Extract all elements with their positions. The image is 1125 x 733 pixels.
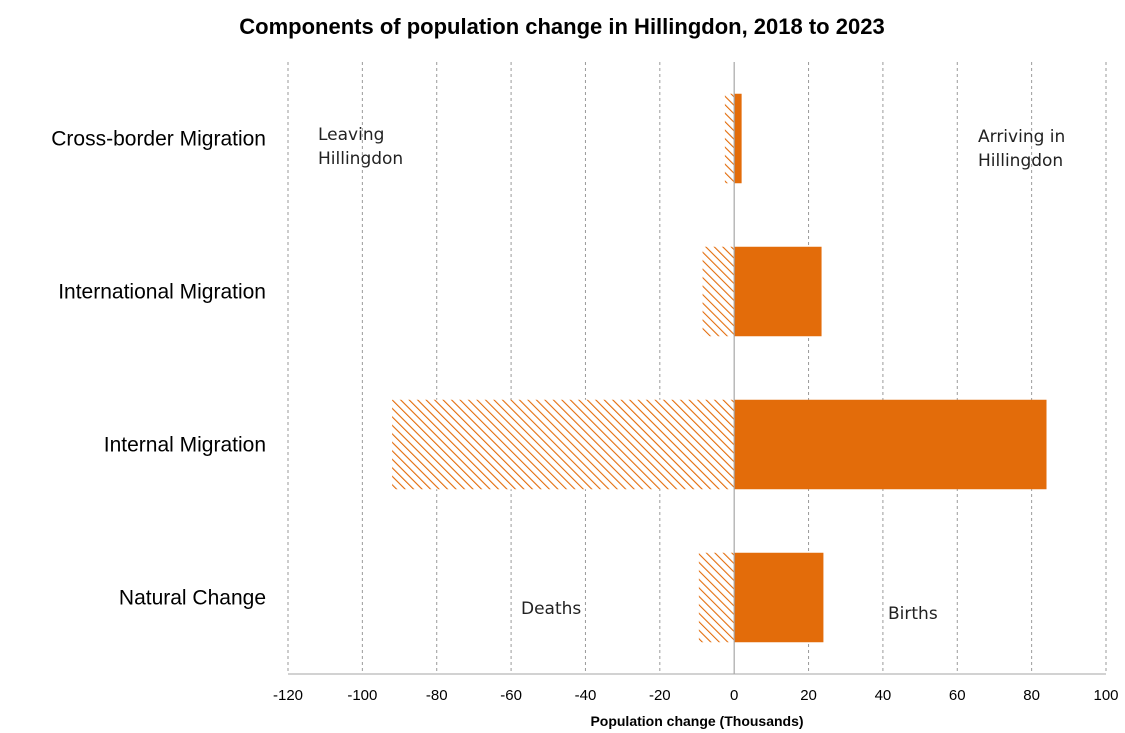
annotation-deaths: Deaths [521, 599, 581, 619]
category-labels: Cross-border Migration International Migr… [51, 128, 266, 610]
chart-title: Components of population change in Hilli… [239, 14, 884, 39]
x-tick-label: 0 [730, 687, 738, 704]
bar-outflow [698, 552, 735, 643]
category-label: Internal Migration [104, 434, 266, 457]
bar-inflow [734, 93, 742, 184]
bar-inflow [734, 246, 822, 337]
bar-inflow [734, 399, 1047, 490]
x-tick-label: -100 [347, 687, 377, 704]
category-label: Natural Change [119, 587, 266, 610]
bar-outflow [392, 399, 735, 490]
annotation-arriving: Arriving in Hillingdon [978, 127, 1065, 171]
bars [392, 93, 1047, 643]
x-tick-label: -120 [273, 687, 303, 704]
x-tick-label: 60 [949, 687, 966, 704]
bar-outflow [702, 246, 735, 337]
annotation-births: Births [888, 604, 938, 624]
annotations: Leaving Hillingdon Arriving in Hillingdon De… [318, 125, 1065, 624]
x-tick-label: 40 [875, 687, 892, 704]
x-tick-label: 100 [1093, 687, 1118, 704]
x-tick-label: -20 [649, 687, 671, 704]
bar-inflow [734, 552, 824, 643]
x-tick-labels: -120 -100 -80 -60 -40 -20 0 20 40 60 80 100 [273, 687, 1119, 704]
x-tick-label: 20 [800, 687, 817, 704]
x-tick-label: -80 [426, 687, 448, 704]
x-tick-label: 80 [1023, 687, 1040, 704]
category-label: Cross-border Migration [51, 128, 266, 151]
annotation-leaving: Leaving Hillingdon [318, 125, 403, 169]
bar-outflow [724, 93, 735, 184]
category-label: International Migration [58, 281, 266, 304]
x-tick-label: -40 [575, 687, 597, 704]
x-axis-title: Population change (Thousands) [590, 713, 803, 729]
x-tick-label: -60 [500, 687, 522, 704]
gridlines [287, 62, 1107, 674]
